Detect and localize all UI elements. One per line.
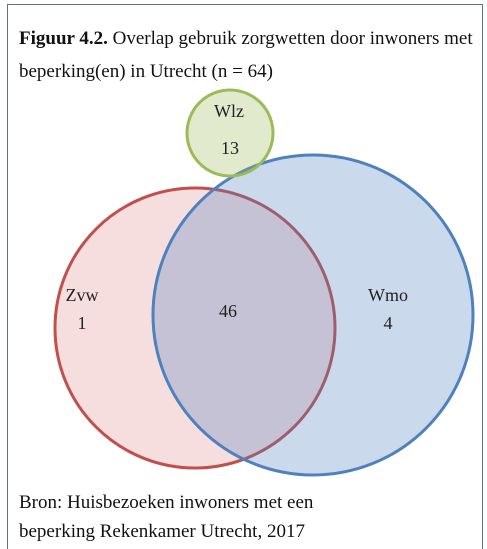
source-note: Bron: Huisbezoeken inwoners met een bepe… [19,492,314,542]
set-count: 1 [78,313,87,333]
overlap-count: 46 [219,301,237,321]
zvw-circle [53,186,337,470]
figure-label: Figuur 4.2. [19,28,108,49]
set-count: 4 [384,313,393,333]
figure-title-text: Overlap gebruik zorgwetten door inwoners… [19,28,473,82]
set-count: 13 [221,138,239,158]
set-label: Wmo [368,285,408,305]
figure-title: Figuur 4.2. Overlap gebruik zorgwetten d… [19,22,481,88]
set-label: Zvw [66,285,99,305]
wmo-circle [151,153,475,477]
set-label: Wlz [214,101,244,121]
wlz-circle [185,88,275,178]
